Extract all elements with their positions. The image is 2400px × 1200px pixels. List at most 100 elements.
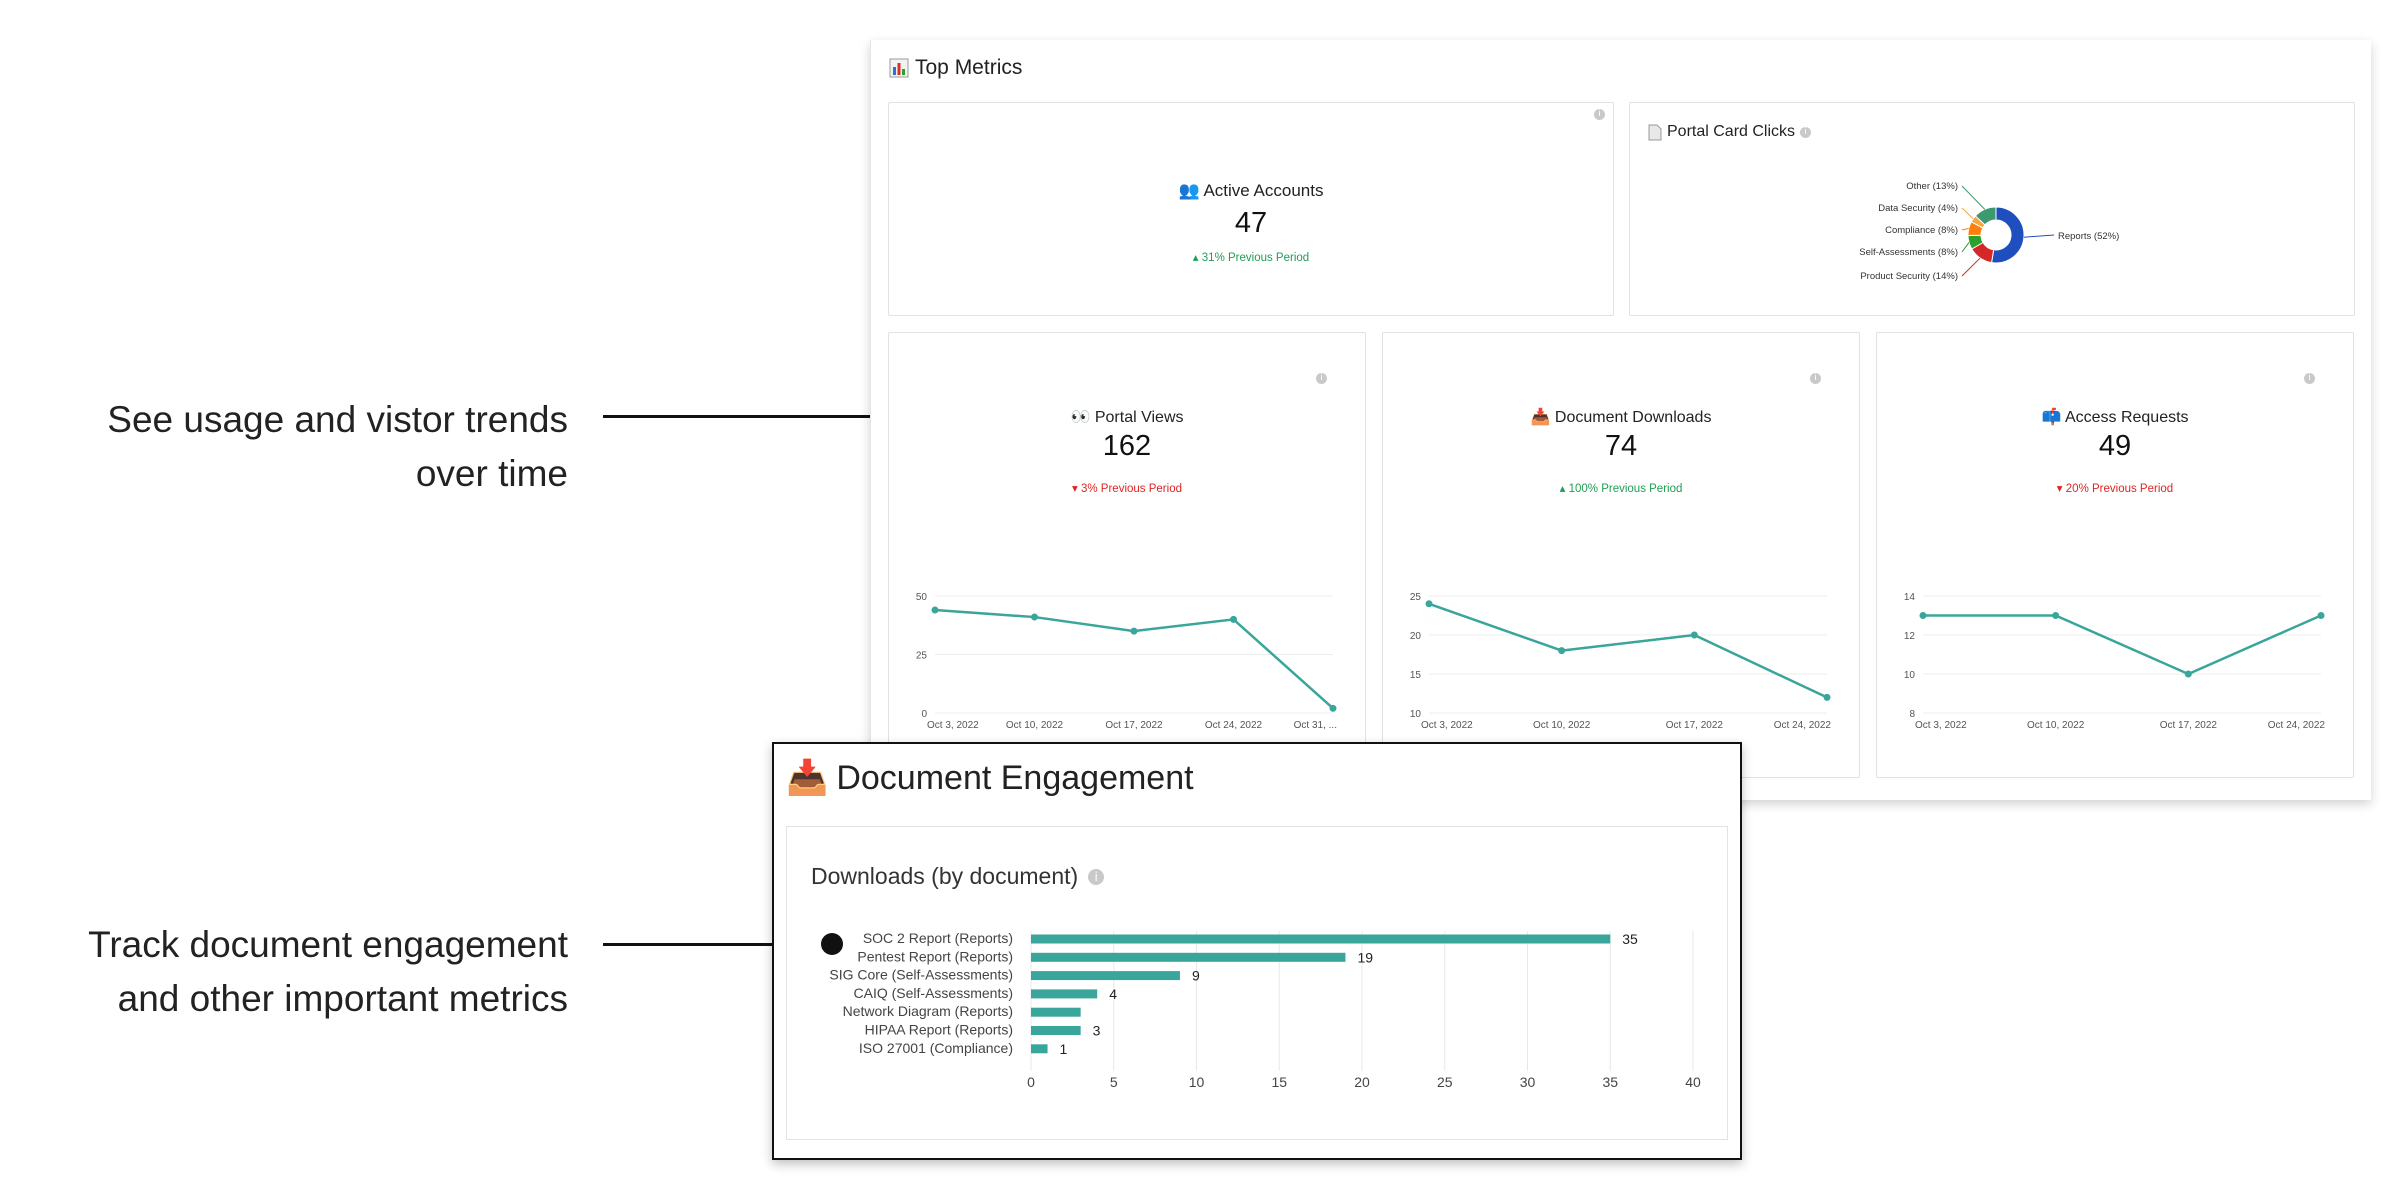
pie-leader — [1961, 227, 1969, 231]
callout-usage-leader — [603, 415, 1023, 418]
x-tick-label: Oct 3, 2022 — [1421, 720, 1473, 731]
document-downloads-chart: 10 15 20 25 Oct 3, 2022 Oct 10, 2022 Oct 17, 2… — [1410, 592, 1832, 731]
bar — [1031, 1026, 1081, 1035]
data-point — [2052, 612, 2060, 619]
bar-value-label: 35 — [1622, 931, 1638, 947]
category-label: CAIQ (Self-Assessments) — [854, 985, 1013, 1001]
portal-views-delta: ▾ 3% Previous Period — [889, 481, 1365, 495]
pie-leader — [2023, 234, 2055, 238]
active-accounts-delta: ▴ 31% Previous Period — [889, 250, 1613, 264]
active-accounts-value: 47 — [1234, 207, 1268, 239]
series-line — [1428, 602, 1828, 699]
pie-label: Compliance (8%) — [1885, 225, 1958, 236]
active-accounts-delta-text: 31% Previous Period — [1201, 252, 1310, 264]
y-tick-label: 20 — [1410, 631, 1422, 642]
callout-engagement-dot — [821, 933, 843, 955]
portal-card-clicks-chart: Reports (52%) Product Security (14%) Self-… — [1859, 181, 2119, 282]
pie-leader — [1961, 185, 1986, 210]
document-downloads-delta: ▴ 100% Previous Period — [1383, 481, 1859, 495]
callout-engagement-leader — [603, 943, 835, 946]
callout-engagement-line-1: Track document engagement — [88, 924, 568, 965]
access-requests-card: i 📫 Access Requests 49 ▾ 20% Previous Pe… — [1876, 332, 2354, 778]
callout-engagement-line-2: and other important metrics — [117, 978, 568, 1019]
x-tick-label: Oct 17, 2022 — [2160, 720, 2218, 731]
bar — [1031, 1007, 1081, 1017]
bar-value-label: 3 — [1093, 1023, 1101, 1039]
info-icon[interactable]: i — [1810, 373, 1821, 384]
x-tick-label: 35 — [1602, 1074, 1618, 1090]
y-tick-label: 50 — [916, 592, 928, 603]
access-requests-title: 📫 Access Requests — [1877, 407, 2353, 427]
bar — [1031, 934, 1611, 944]
pie-label: Self-Assessments (8%) — [1859, 247, 1958, 258]
category-label: SIG Core (Self-Assessments) — [829, 967, 1013, 983]
x-tick-label: Oct 24, 2022 — [2268, 720, 2326, 731]
portal-card-clicks-label: Portal Card Clicks — [1667, 123, 1796, 140]
y-tick-label: 14 — [1904, 592, 1916, 603]
info-icon[interactable]: i — [2304, 373, 2315, 384]
category-label: SOC 2 Report (Reports) — [863, 930, 1013, 946]
top-metrics-panel: Top Metrics i 👥 Active Accounts 47 ▴ 31%… — [870, 40, 2371, 800]
info-icon[interactable]: i — [1594, 109, 1605, 120]
bar-value-label: 9 — [1192, 968, 1200, 984]
x-tick-label: 30 — [1520, 1074, 1536, 1090]
callout-usage: See usage and vistor trends over time — [20, 393, 568, 501]
y-tick-label: 8 — [1909, 709, 1915, 720]
category-label: Network Diagram (Reports) — [843, 1003, 1013, 1019]
top-metrics-label: Top Metrics — [915, 56, 1023, 79]
bar-value-label: 19 — [1357, 949, 1373, 965]
caret-down-icon: ▾ — [1072, 483, 1078, 495]
bar-value-label: 1 — [1060, 1041, 1068, 1057]
people-icon: 👥 — [1178, 181, 1200, 201]
document-downloads-title: 📥 Document Downloads — [1383, 407, 1859, 427]
document-downloads-label: Document Downloads — [1554, 409, 1712, 426]
x-tick-label: Oct 10, 2022 — [1533, 720, 1591, 731]
x-tick-label: Oct 3, 2022 — [1915, 720, 1967, 731]
portal-card-clicks-card: Portal Card Clicks i Reports (52%) Produc… — [1629, 102, 2355, 316]
active-accounts-card: i 👥 Active Accounts 47 ▴ 31% Previous Pe… — [888, 102, 1614, 316]
y-tick-label: 0 — [921, 709, 927, 720]
pie-label: Other (13%) — [1906, 181, 1958, 192]
inbox-download-icon: 📥 — [786, 758, 829, 798]
top-metrics-title: Top Metrics — [889, 56, 1022, 80]
downloads-by-document-card: Downloads (by document) i 0 5 10 15 20 25 30 35… — [786, 826, 1728, 1140]
data-point — [1130, 627, 1138, 635]
callout-engagement: Track document engagement and other impo… — [20, 918, 568, 1026]
data-point — [1690, 631, 1698, 639]
data-point — [1558, 647, 1566, 655]
y-tick-label: 10 — [1904, 670, 1916, 681]
bar — [1031, 989, 1098, 999]
category-label: HIPAA Report (Reports) — [865, 1022, 1013, 1038]
bar — [1031, 971, 1180, 981]
document-engagement-title: 📥 Document Engagement — [786, 758, 1194, 798]
data-point — [1230, 615, 1237, 623]
info-icon[interactable]: i — [1800, 126, 1812, 138]
x-tick-label: Oct 10, 2022 — [1006, 720, 1064, 731]
info-icon[interactable]: i — [1088, 868, 1105, 885]
data-point — [1031, 613, 1038, 621]
downloads-by-document-title: Downloads (by document) i — [811, 863, 1105, 890]
access-requests-value: 49 — [2098, 430, 2132, 462]
callout-usage-line-1: See usage and vistor trends — [107, 399, 568, 440]
document-icon — [1648, 124, 1662, 140]
bar-value-label: 4 — [1109, 986, 1117, 1002]
portal-views-value: 162 — [1102, 430, 1152, 462]
x-tick-label: Oct 17, 2022 — [1666, 720, 1724, 731]
x-tick-label: Oct 24, 2022 — [1774, 720, 1832, 731]
category-label: Pentest Report (Reports) — [857, 948, 1013, 964]
x-tick-label: 15 — [1271, 1074, 1287, 1090]
pie-slice — [1974, 206, 1997, 226]
caret-up-icon: ▴ — [1559, 483, 1566, 495]
access-requests-delta: ▾ 20% Previous Period — [1877, 481, 2353, 495]
data-point — [1425, 600, 1433, 608]
portal-views-label: Portal Views — [1094, 409, 1184, 426]
y-tick-label: 25 — [916, 651, 928, 662]
portal-views-chart: 0 25 50 Oct 3, 2022 Oct 10, 2022 Oct 17, 2022… — [916, 592, 1337, 731]
callout-usage-line-2: over time — [415, 453, 568, 494]
y-tick-label: 12 — [1904, 631, 1916, 642]
data-point — [1919, 612, 1927, 619]
bar-chart-icon — [889, 58, 909, 78]
x-tick-label: 25 — [1437, 1074, 1453, 1090]
inbox-download-icon: 📥 — [1530, 407, 1551, 426]
info-icon[interactable]: i — [1316, 373, 1327, 384]
